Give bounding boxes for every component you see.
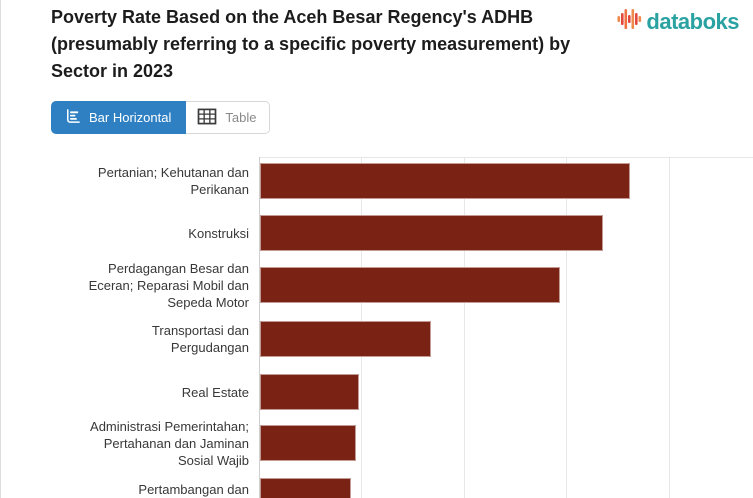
horizontal-bar-chart: Pertanian; Kehutanan dan Perikanan Konstr… — [1, 157, 753, 498]
category-label: Administrasi Pemerintahan; Pertahanan da… — [90, 418, 249, 468]
databoks-logo-bars-icon — [617, 7, 643, 36]
category-label: Real Estate — [181, 384, 249, 400]
bar[interactable] — [260, 215, 603, 251]
databoks-logo-text: databoks — [646, 8, 739, 34]
bar-horizontal-button[interactable]: Bar Horizontal — [51, 101, 187, 134]
databoks-logo[interactable]: databoks — [617, 7, 739, 36]
bar[interactable] — [260, 321, 431, 357]
bar-horizontal-button-label: Bar Horizontal — [89, 110, 172, 125]
bar[interactable] — [260, 478, 351, 498]
bar[interactable] — [260, 267, 560, 303]
page-title: Poverty Rate Based on the Aceh Besar Reg… — [51, 7, 571, 81]
category-label: Konstruksi — [188, 225, 249, 241]
category-label: Pertanian; Kehutanan dan Perikanan — [97, 165, 249, 197]
horizontal-bar-chart-icon — [64, 108, 81, 128]
bar[interactable] — [260, 425, 356, 461]
x-gridline — [669, 157, 670, 498]
table-button[interactable]: Table — [186, 101, 271, 134]
category-label: Perdagangan Besar dan Eceran; Reparasi M… — [88, 260, 249, 310]
x-gridline — [566, 157, 567, 498]
plot-top-border — [259, 157, 753, 158]
bar[interactable] — [260, 163, 630, 199]
table-grid-icon — [197, 108, 217, 128]
y-axis-line — [259, 157, 260, 498]
view-toggle-group: Bar Horizontal Table — [51, 101, 271, 134]
category-label: Transportasi dan Pergudangan — [151, 323, 249, 355]
category-label: Pertambangan dan — [138, 481, 249, 497]
table-button-label: Table — [225, 110, 257, 125]
x-gridline — [464, 157, 465, 498]
bar[interactable] — [260, 374, 359, 410]
